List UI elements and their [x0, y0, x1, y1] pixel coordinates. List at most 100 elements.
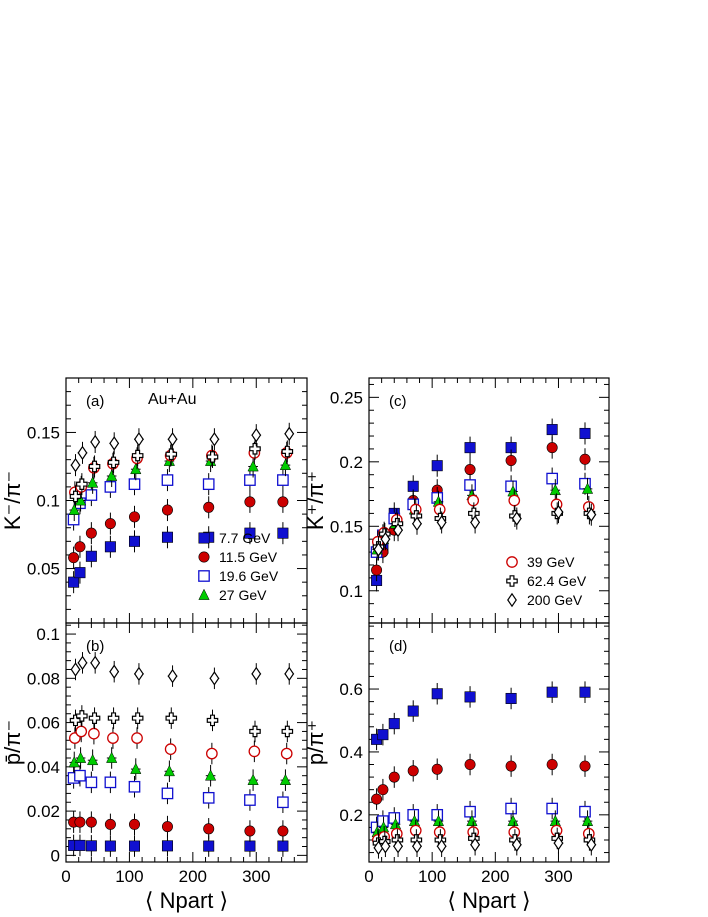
data-point [277, 527, 289, 539]
data-point [88, 712, 101, 724]
data-point [244, 527, 256, 539]
data-point [128, 478, 141, 491]
data-point [505, 692, 517, 704]
y-tick-label: 0.05 [27, 560, 60, 579]
data-point [70, 457, 81, 473]
data-point [74, 567, 86, 579]
data-point [280, 747, 293, 760]
data-point [464, 442, 476, 454]
data-point [67, 513, 80, 526]
data-point [277, 474, 289, 486]
data-point [104, 840, 116, 852]
series-2 [67, 469, 289, 531]
data-point [206, 451, 219, 463]
data-point [244, 496, 256, 508]
y-tick-label: 0.06 [27, 714, 60, 733]
series-5 [69, 705, 294, 743]
data-point [470, 837, 481, 852]
data-point [109, 664, 120, 679]
series-4 [69, 720, 293, 765]
data-point [104, 518, 116, 530]
data-point [505, 760, 517, 772]
data-point [579, 760, 591, 772]
y-tick-label: 0.15 [27, 423, 60, 442]
series-6 [373, 501, 597, 561]
data-point [206, 747, 218, 760]
data-point [161, 787, 174, 800]
data-point [203, 823, 215, 835]
series-3 [68, 747, 292, 791]
data-point [244, 794, 256, 806]
data-point [380, 531, 391, 547]
panel-label: (b) [86, 638, 104, 655]
series-2 [67, 764, 289, 814]
legend: 7.7 GeV 11.5 GeV 19.6 GeV 27 GeV [198, 530, 279, 603]
x-tick-label: 100 [418, 867, 446, 886]
y-tick-label: 0.2 [339, 453, 363, 472]
series-1 [371, 753, 591, 810]
data-point [377, 729, 389, 741]
data-point [431, 763, 443, 775]
data-point [407, 705, 419, 717]
legend-entry: 200 GeV [527, 592, 583, 608]
y-axis-label: p/π⁺ [303, 720, 328, 765]
data-point [279, 458, 292, 470]
x-tick-label: 200 [481, 867, 509, 886]
y-axis-label: K⁻/π⁻ [0, 471, 25, 530]
data-point [107, 712, 120, 724]
data-point [412, 516, 422, 531]
legend-marker [198, 588, 210, 600]
data-point [373, 542, 384, 557]
series-0 [68, 522, 289, 594]
data-point [88, 727, 100, 740]
data-point [508, 494, 521, 507]
data-point [76, 710, 88, 722]
panel-label: (d) [389, 638, 407, 655]
y-tick-label: 0.1 [36, 492, 60, 511]
data-point [281, 725, 294, 738]
data-point [165, 448, 178, 461]
data-point [70, 662, 81, 677]
data-point [388, 718, 400, 730]
data-point [412, 839, 422, 854]
data-point [161, 474, 174, 486]
data-point [87, 753, 99, 766]
y-tick-label: 0 [51, 846, 60, 865]
y-tick-label: 0.1 [36, 625, 60, 644]
legend-entry: 19.6 GeV [219, 568, 279, 584]
data-point [249, 725, 261, 738]
data-point [284, 666, 295, 682]
y-tick-label: 0.04 [27, 758, 60, 777]
panel-frame [65, 622, 308, 863]
data-point [464, 805, 476, 818]
legend-marker [198, 551, 210, 563]
x-tick-label: 0 [364, 867, 373, 886]
data-point [74, 816, 86, 828]
data-point [128, 511, 140, 523]
data-point [77, 655, 88, 671]
data-point [431, 460, 443, 472]
data-point [85, 816, 97, 828]
data-point [68, 552, 80, 564]
data-point [277, 496, 289, 508]
data-point [586, 507, 597, 522]
x-tick-label: 0 [61, 867, 70, 886]
data-point [130, 462, 142, 475]
data-point [128, 840, 140, 852]
data-point [203, 840, 215, 852]
panel-frame [368, 622, 610, 863]
data-point [69, 490, 82, 503]
data-point [209, 671, 220, 686]
data-point [579, 805, 591, 818]
series-6 [373, 832, 597, 859]
data-point [377, 784, 389, 796]
series-6 [70, 652, 295, 690]
legend-entry: 7.7 GeV [219, 530, 271, 546]
data-point [431, 688, 443, 700]
data-point [68, 503, 80, 515]
data-point [85, 776, 98, 789]
y-tick-label: 0.4 [339, 743, 363, 762]
y-tick-label: 0.1 [339, 582, 363, 601]
panel-c: 0.1 0.15 0.2 0.25 (c) K⁺/π⁺ 39 GeV 62.4 GeV 200 … [303, 377, 610, 624]
legend-entry: 27 GeV [219, 587, 267, 603]
